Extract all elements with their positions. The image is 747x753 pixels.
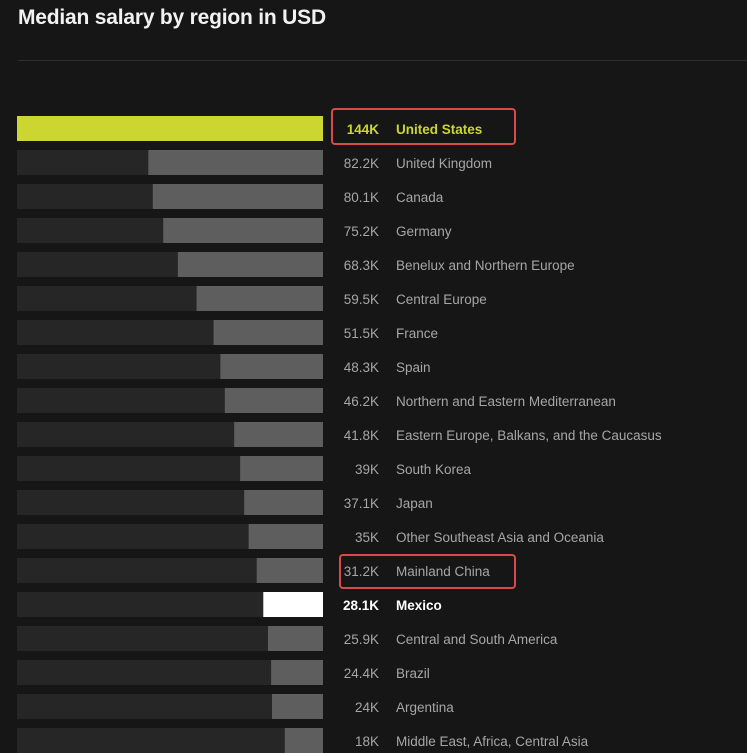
value-label-canada: 80.1K [344, 190, 379, 205]
category-label-canada: Canada [396, 190, 444, 205]
value-label-central-and-south-america: 25.9K [344, 632, 379, 647]
bar-central-and-south-america [267, 626, 323, 651]
bar-france [213, 320, 323, 345]
value-label-united-states: 144K [347, 122, 380, 137]
bar-northern-and-eastern-mediterranean [224, 388, 323, 413]
category-label-japan: Japan [396, 496, 433, 511]
value-label-brazil: 24.4K [344, 666, 379, 681]
category-label-other-southeast-asia-and-oceania: Other Southeast Asia and Oceania [396, 530, 604, 545]
bar-south-korea [240, 456, 323, 481]
value-label-france: 51.5K [344, 326, 379, 341]
value-label-central-europe: 59.5K [344, 292, 379, 307]
category-label-spain: Spain [396, 360, 431, 375]
value-label-germany: 75.2K [344, 224, 379, 239]
category-label-central-europe: Central Europe [396, 292, 487, 307]
value-label-south-korea: 39K [355, 462, 379, 477]
category-label-france: France [396, 326, 438, 341]
bar-argentina [272, 694, 323, 719]
category-label-mainland-china: Mainland China [396, 564, 490, 579]
value-label-other-southeast-asia-and-oceania: 35K [355, 530, 379, 545]
bar-benelux-and-northern-europe [177, 252, 323, 277]
category-label-eastern-europe-balkans-and-the-caucasus: Eastern Europe, Balkans, and the Caucasu… [396, 428, 662, 443]
value-label-spain: 48.3K [344, 360, 379, 375]
category-label-middle-east-africa-central-asia: Middle East, Africa, Central Asia [396, 734, 589, 749]
category-label-united-kingdom: United Kingdom [396, 156, 492, 171]
bar-germany [163, 218, 323, 243]
chart-title: Median salary by region in USD [18, 6, 326, 29]
bar-spain [220, 354, 323, 379]
category-label-argentina: Argentina [396, 700, 454, 715]
category-label-central-and-south-america: Central and South America [396, 632, 558, 647]
bar-mexico [263, 592, 323, 617]
bar-central-europe [196, 286, 323, 311]
bar-united-kingdom [148, 150, 323, 175]
value-label-japan: 37.1K [344, 496, 379, 511]
category-label-united-states: United States [396, 122, 482, 137]
value-label-benelux-and-northern-europe: 68.3K [344, 258, 379, 273]
bar-mainland-china [256, 558, 323, 583]
value-label-mainland-china: 31.2K [344, 564, 379, 579]
value-label-northern-and-eastern-mediterranean: 46.2K [344, 394, 379, 409]
category-label-south-korea: South Korea [396, 462, 472, 477]
value-label-argentina: 24K [355, 700, 379, 715]
title-divider [18, 60, 747, 61]
category-label-mexico: Mexico [396, 598, 442, 613]
bar-eastern-europe-balkans-and-the-caucasus [234, 422, 323, 447]
bar-united-states [17, 116, 323, 141]
value-label-united-kingdom: 82.2K [344, 156, 379, 171]
value-label-eastern-europe-balkans-and-the-caucasus: 41.8K [344, 428, 379, 443]
value-label-mexico: 28.1K [343, 598, 379, 613]
bar-other-southeast-asia-and-oceania [248, 524, 323, 549]
value-label-middle-east-africa-central-asia: 18K [355, 734, 379, 749]
category-label-germany: Germany [396, 224, 452, 239]
bar-brazil [271, 660, 323, 685]
category-label-brazil: Brazil [396, 666, 430, 681]
category-label-northern-and-eastern-mediterranean: Northern and Eastern Mediterranean [396, 394, 616, 409]
bar-canada [152, 184, 323, 209]
bar-track-middle-east-africa-central-asia [17, 728, 323, 753]
bar-middle-east-africa-central-asia [284, 728, 323, 753]
bar-japan [244, 490, 323, 515]
category-label-benelux-and-northern-europe: Benelux and Northern Europe [396, 258, 575, 273]
